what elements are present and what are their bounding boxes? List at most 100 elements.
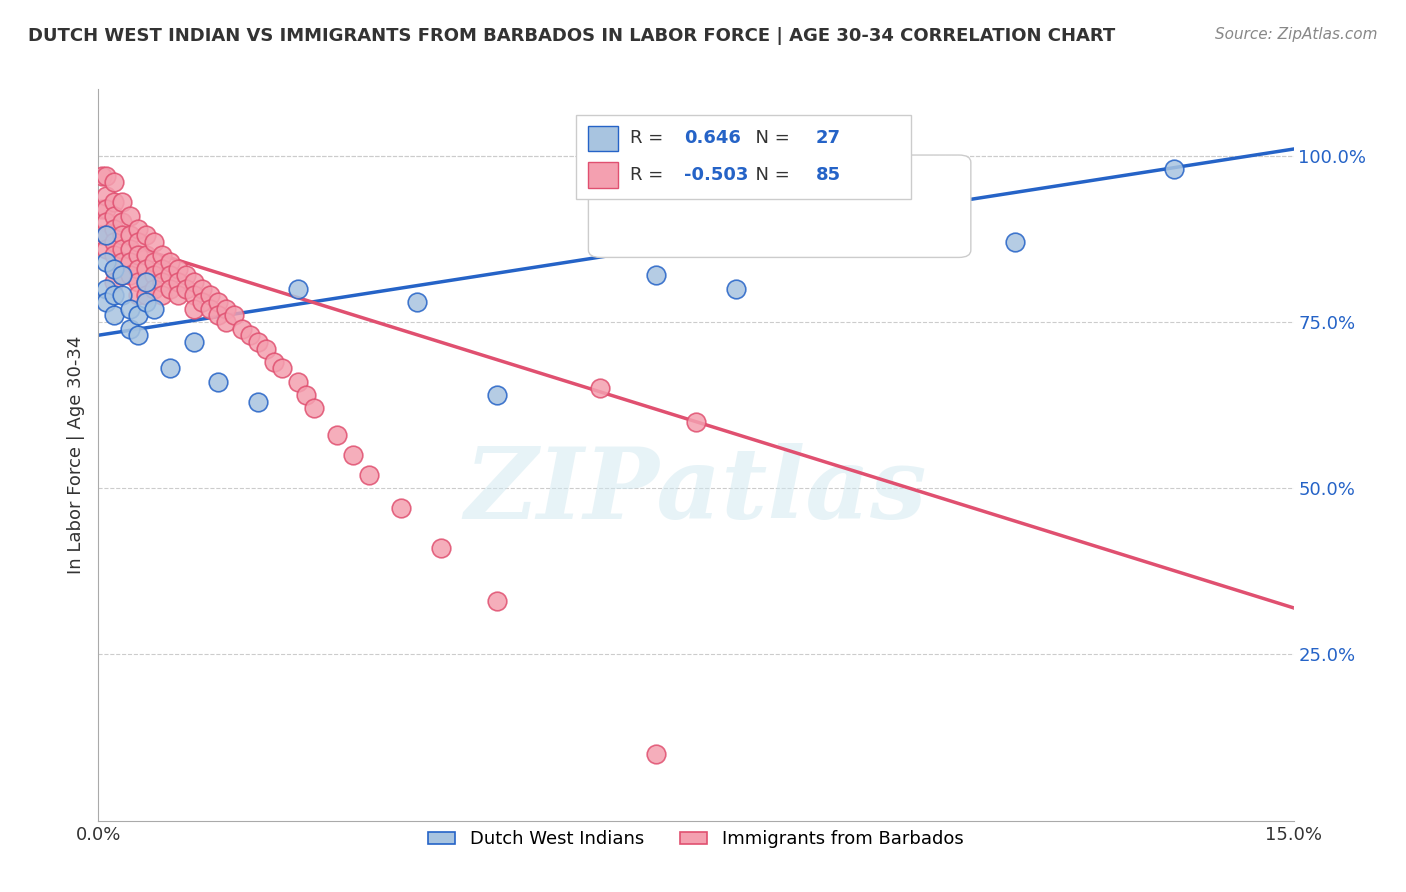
Point xyxy=(159,282,181,296)
Point xyxy=(127,248,149,262)
Point xyxy=(120,228,142,243)
Point xyxy=(302,401,325,416)
Point xyxy=(231,321,253,335)
Point xyxy=(167,288,190,302)
Point xyxy=(127,328,149,343)
Point xyxy=(191,295,214,310)
Point xyxy=(96,228,118,243)
Point xyxy=(143,255,166,269)
Point xyxy=(246,394,269,409)
Point xyxy=(96,242,118,256)
Point xyxy=(1004,235,1026,249)
Point xyxy=(127,261,149,276)
Point xyxy=(270,361,292,376)
Text: DUTCH WEST INDIAN VS IMMIGRANTS FROM BARBADOS IN LABOR FORCE | AGE 30-34 CORRELA: DUTCH WEST INDIAN VS IMMIGRANTS FROM BAR… xyxy=(28,27,1115,45)
Point xyxy=(103,288,125,302)
Point xyxy=(120,321,142,335)
Point xyxy=(198,288,221,302)
Point xyxy=(430,541,453,555)
Point xyxy=(111,215,134,229)
Point xyxy=(159,255,181,269)
Point xyxy=(167,275,190,289)
Point xyxy=(111,255,134,269)
Point xyxy=(127,222,149,236)
Point xyxy=(127,308,149,322)
Bar xyxy=(589,126,619,152)
Point xyxy=(143,268,166,283)
Point xyxy=(127,275,149,289)
Point xyxy=(96,188,118,202)
Point xyxy=(120,242,142,256)
Text: R =: R = xyxy=(630,166,669,184)
Point xyxy=(389,501,412,516)
Point xyxy=(135,295,157,310)
Point xyxy=(103,261,125,276)
Point xyxy=(150,248,173,262)
Point xyxy=(120,301,142,316)
Text: 27: 27 xyxy=(815,129,841,147)
FancyBboxPatch shape xyxy=(576,115,911,199)
Text: ZIPatlas: ZIPatlas xyxy=(465,443,927,540)
Point xyxy=(174,282,197,296)
Point xyxy=(127,235,149,249)
Point xyxy=(111,268,134,283)
Text: N =: N = xyxy=(744,129,796,147)
Point xyxy=(103,261,125,276)
Point xyxy=(91,169,114,183)
Point xyxy=(215,315,238,329)
Text: R =: R = xyxy=(630,129,669,147)
Point xyxy=(96,228,118,243)
Point xyxy=(159,361,181,376)
Text: N =: N = xyxy=(744,166,796,184)
Point xyxy=(150,261,173,276)
Text: Source: ZipAtlas.com: Source: ZipAtlas.com xyxy=(1215,27,1378,42)
Point xyxy=(143,301,166,316)
Point xyxy=(406,295,429,310)
Point xyxy=(174,268,197,283)
Point xyxy=(120,209,142,223)
Point xyxy=(215,301,238,316)
Bar xyxy=(589,162,619,188)
Point xyxy=(263,355,285,369)
FancyBboxPatch shape xyxy=(589,155,972,258)
Point xyxy=(120,255,142,269)
Point xyxy=(103,248,125,262)
Point xyxy=(135,275,157,289)
Point xyxy=(103,209,125,223)
Point xyxy=(91,202,114,216)
Point xyxy=(239,328,262,343)
Point xyxy=(103,175,125,189)
Point xyxy=(96,169,118,183)
Point xyxy=(135,228,157,243)
Point xyxy=(207,375,229,389)
Point xyxy=(287,282,309,296)
Point xyxy=(1163,161,1185,176)
Point xyxy=(287,375,309,389)
Point xyxy=(589,381,612,395)
Point xyxy=(645,268,668,283)
Point xyxy=(96,282,118,296)
Point xyxy=(143,235,166,249)
Point xyxy=(198,301,221,316)
Point xyxy=(111,242,134,256)
Point xyxy=(91,228,114,243)
Point xyxy=(246,334,269,349)
Point xyxy=(159,268,181,283)
Point xyxy=(724,282,747,296)
Point xyxy=(103,308,125,322)
Text: -0.503: -0.503 xyxy=(685,166,748,184)
Point xyxy=(183,301,205,316)
Point xyxy=(294,388,316,402)
Y-axis label: In Labor Force | Age 30-34: In Labor Force | Age 30-34 xyxy=(66,335,84,574)
Point xyxy=(120,268,142,283)
Point xyxy=(167,261,190,276)
Point xyxy=(207,295,229,310)
Point xyxy=(183,288,205,302)
Point xyxy=(150,275,173,289)
Point xyxy=(111,268,134,283)
Legend: Dutch West Indians, Immigrants from Barbados: Dutch West Indians, Immigrants from Barb… xyxy=(422,823,970,855)
Point xyxy=(191,282,214,296)
Point xyxy=(135,288,157,302)
Point xyxy=(111,228,134,243)
Point xyxy=(103,195,125,210)
